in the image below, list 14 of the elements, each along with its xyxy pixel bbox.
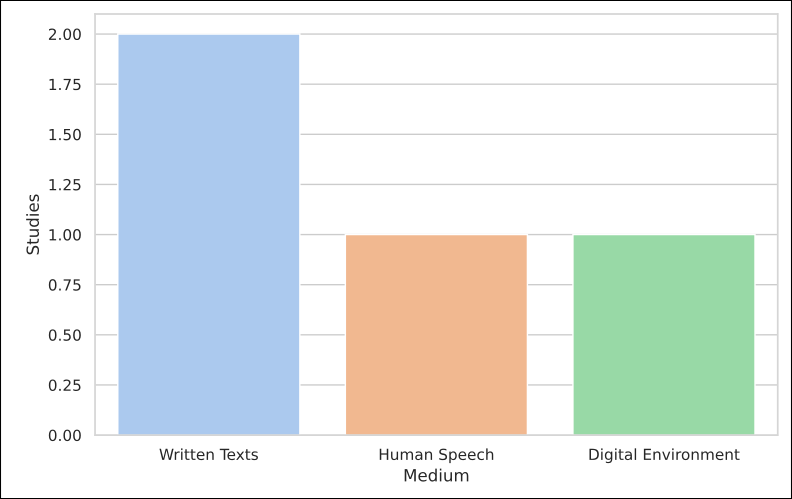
x-axis-title: Medium	[404, 468, 468, 482]
y-tick-label: 0.75	[48, 279, 81, 291]
y-tick-label: 1.25	[50, 178, 81, 190]
y-tick-label: 2.00	[48, 28, 81, 40]
x-tick-label: Digital Environment	[589, 448, 740, 464]
y-tick-label: 1.75	[50, 78, 81, 90]
y-tick-label: 1.50	[50, 128, 81, 140]
y-axis-title: Studies	[26, 194, 40, 254]
y-tick-label: 0.25	[48, 379, 81, 392]
y-tick-label: 1.00	[50, 229, 81, 241]
y-tick-label: 0.50	[48, 329, 81, 341]
y-tick-label: 0.00	[48, 430, 81, 442]
x-tick-label: Written Texts	[159, 448, 258, 460]
x-tick-label: Human Speech	[380, 448, 494, 464]
